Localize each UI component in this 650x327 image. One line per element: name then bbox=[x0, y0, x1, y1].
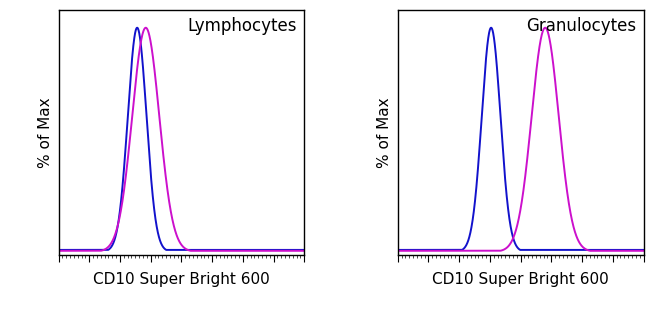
Text: Lymphocytes: Lymphocytes bbox=[187, 17, 297, 35]
Y-axis label: % of Max: % of Max bbox=[38, 97, 53, 168]
Y-axis label: % of Max: % of Max bbox=[377, 97, 392, 168]
X-axis label: CD10 Super Bright 600: CD10 Super Bright 600 bbox=[432, 272, 609, 287]
X-axis label: CD10 Super Bright 600: CD10 Super Bright 600 bbox=[93, 272, 270, 287]
Text: Granulocytes: Granulocytes bbox=[526, 17, 636, 35]
